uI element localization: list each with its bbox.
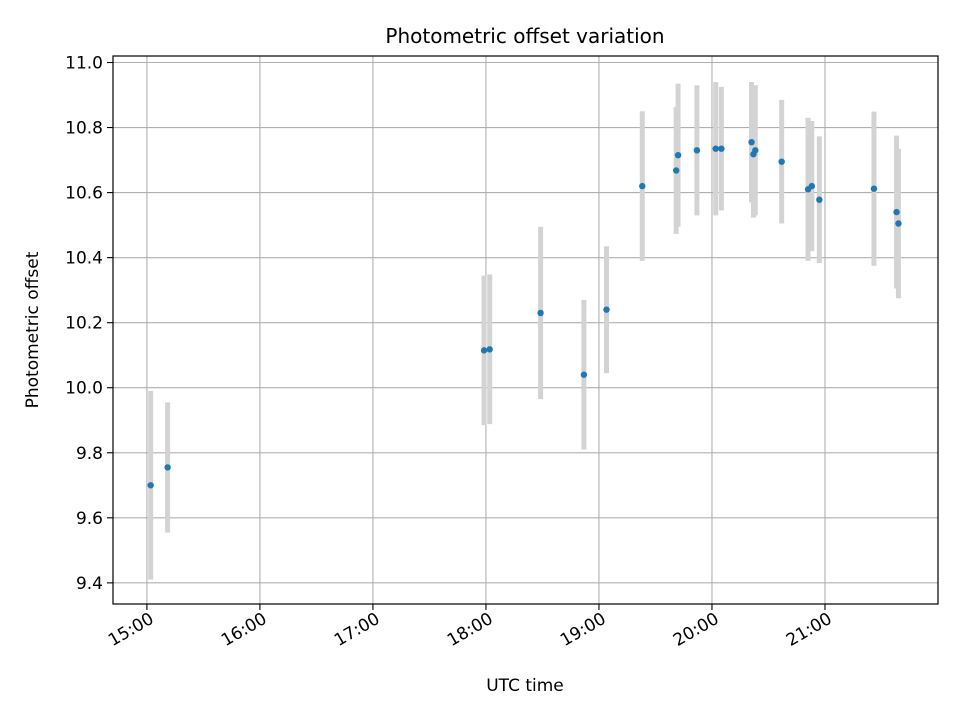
chart-title: Photometric offset variation [385, 24, 664, 48]
data-point [580, 371, 588, 378]
data-point [895, 220, 902, 227]
x-axis-ticks: 15:00 16:00 17:00 18:00 19:00 20:00 21:00 [105, 604, 835, 651]
y-axis-label: Photometric offset [23, 251, 43, 408]
x-tick-label: 17:00 [331, 609, 383, 651]
data-point [480, 347, 488, 354]
data-point [778, 158, 785, 165]
x-axis-label: UTC time [486, 676, 564, 696]
data-point [808, 182, 816, 190]
y-axis-ticks: 9.4 9.6 9.8 10.0 10.2 10.4 10.6 10.8 11.0 [65, 54, 113, 594]
y-tick-label: 10.8 [65, 119, 103, 139]
x-tick-label: 21:00 [783, 609, 835, 651]
y-tick-label: 10.6 [65, 184, 103, 204]
plot-frame [112, 55, 939, 605]
data-point [537, 309, 544, 317]
y-tick-label: 9.8 [76, 444, 103, 464]
data-point [147, 482, 154, 489]
y-tick-label: 10.0 [65, 379, 103, 399]
data-point [748, 138, 755, 146]
y-tick-label: 9.4 [76, 574, 103, 594]
x-tick-label: 15:00 [105, 609, 157, 651]
data-point [712, 145, 719, 152]
data-point [870, 185, 878, 192]
y-tick-label: 10.2 [65, 314, 103, 334]
data-point [893, 208, 900, 216]
data-point [603, 306, 610, 313]
data-point [486, 346, 493, 353]
data-point [718, 145, 725, 152]
error-bars [148, 82, 901, 580]
x-tick-label: 16:00 [218, 609, 270, 651]
x-tick-label: 18:00 [444, 609, 496, 651]
data-point [674, 151, 682, 159]
y-tick-label: 9.6 [76, 509, 103, 529]
y-tick-label: 11.0 [65, 54, 103, 74]
data-point [672, 167, 680, 174]
y-tick-label: 10.4 [65, 249, 103, 269]
x-tick-label: 20:00 [670, 609, 722, 651]
data-point [816, 196, 823, 203]
data-point [164, 464, 171, 471]
data-point [693, 147, 701, 154]
data-point [752, 147, 759, 154]
data-points [147, 138, 902, 489]
grid [113, 56, 938, 604]
x-tick-label: 19:00 [557, 609, 609, 651]
data-point [639, 182, 646, 190]
